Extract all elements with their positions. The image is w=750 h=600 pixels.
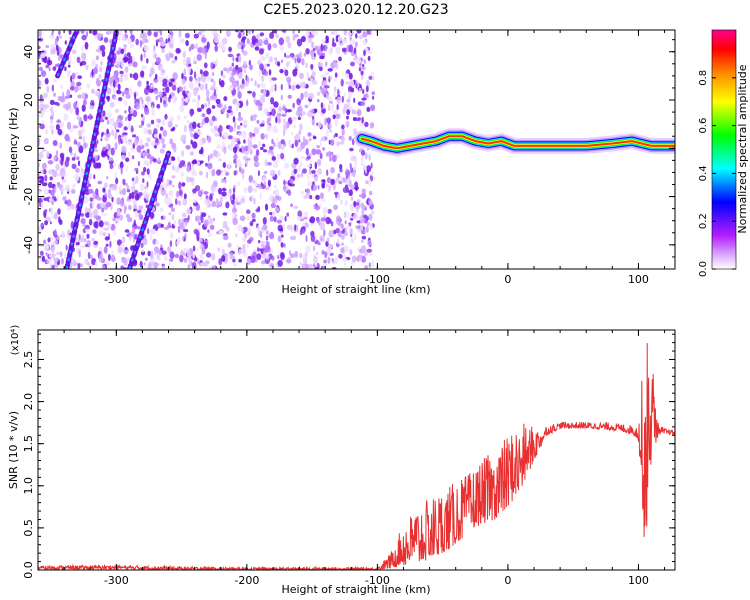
spectrogram-x-axis-label: Height of straight line (km)	[281, 283, 430, 296]
snr-y-scale-label: (x10⁴)	[10, 325, 21, 356]
snr-series-line	[38, 343, 675, 570]
figure-title: C2E5.2023.020.12.20.G23	[263, 2, 448, 18]
spectrogram-image	[38, 30, 675, 269]
snr-x-tick-label: -200	[234, 574, 259, 587]
colorbar-tick-label: 0.8	[698, 70, 709, 86]
drift-lines	[55, 30, 172, 269]
snr-y-tick-label: 0.5	[22, 519, 35, 537]
colorbar-tick-label: 0.2	[698, 213, 709, 229]
snr-y-tick-label: 2.5	[22, 351, 35, 369]
spectrogram-x-tick-label: -100	[365, 273, 390, 286]
snr-x-tick-label: 100	[628, 574, 649, 587]
noise-speckles	[38, 30, 376, 269]
spectrogram-frame	[37, 29, 676, 270]
colorbar-label: Normalized spectral amplitude	[736, 64, 749, 233]
colorbar-tick-label: 0.4	[698, 165, 709, 181]
spectrogram-y-axis-label: Frequency (Hz)	[7, 108, 20, 191]
snr-x-tick-label: 0	[504, 574, 511, 587]
colorbar: 0.0 0.2 0.4 0.6 0.8 Normalized spectral ampl…	[698, 29, 749, 277]
snr-frame	[37, 329, 676, 571]
spectrogram-x-tick-label: -200	[234, 273, 259, 286]
snr-y-tick-label: 2.0	[22, 393, 35, 411]
spectrogram-y-tick-label: 20	[22, 93, 35, 107]
signal-trace	[353, 128, 675, 157]
snr-y-tick-label: 1.0	[22, 477, 35, 495]
colorbar-tick-label: 0.6	[698, 118, 709, 134]
spectrogram-y-tick-label: 0	[22, 145, 35, 152]
spectrogram-x-tick-label: -300	[104, 273, 129, 286]
snr-panel: -300 -200 -100 0 100 0.0 0.5 1.0 1.5 2.0 2.5 Heigh…	[7, 325, 676, 596]
snr-y-tick-label: 0.0	[22, 561, 35, 579]
snr-x-tick-label: -300	[104, 574, 129, 587]
snr-x-axis-label: Height of straight line (km)	[281, 583, 430, 596]
snr-line	[38, 343, 675, 570]
colorbar-gradient	[711, 29, 737, 270]
colorbar-tick-label: 0.0	[698, 261, 709, 277]
spectrogram-y-tick-label: 40	[22, 45, 35, 59]
spectrogram-y-tick-label: -40	[22, 236, 35, 254]
spectrogram-x-tick-label: 100	[628, 273, 649, 286]
snr-y-tick-label: 1.5	[22, 435, 35, 453]
spectrogram-x-tick-label: 0	[504, 273, 511, 286]
snr-x-tick-label: -100	[365, 574, 390, 587]
spectrogram-y-tick-label: -20	[22, 188, 35, 206]
snr-y-axis-label: SNR (10 * v/v)	[7, 411, 20, 489]
